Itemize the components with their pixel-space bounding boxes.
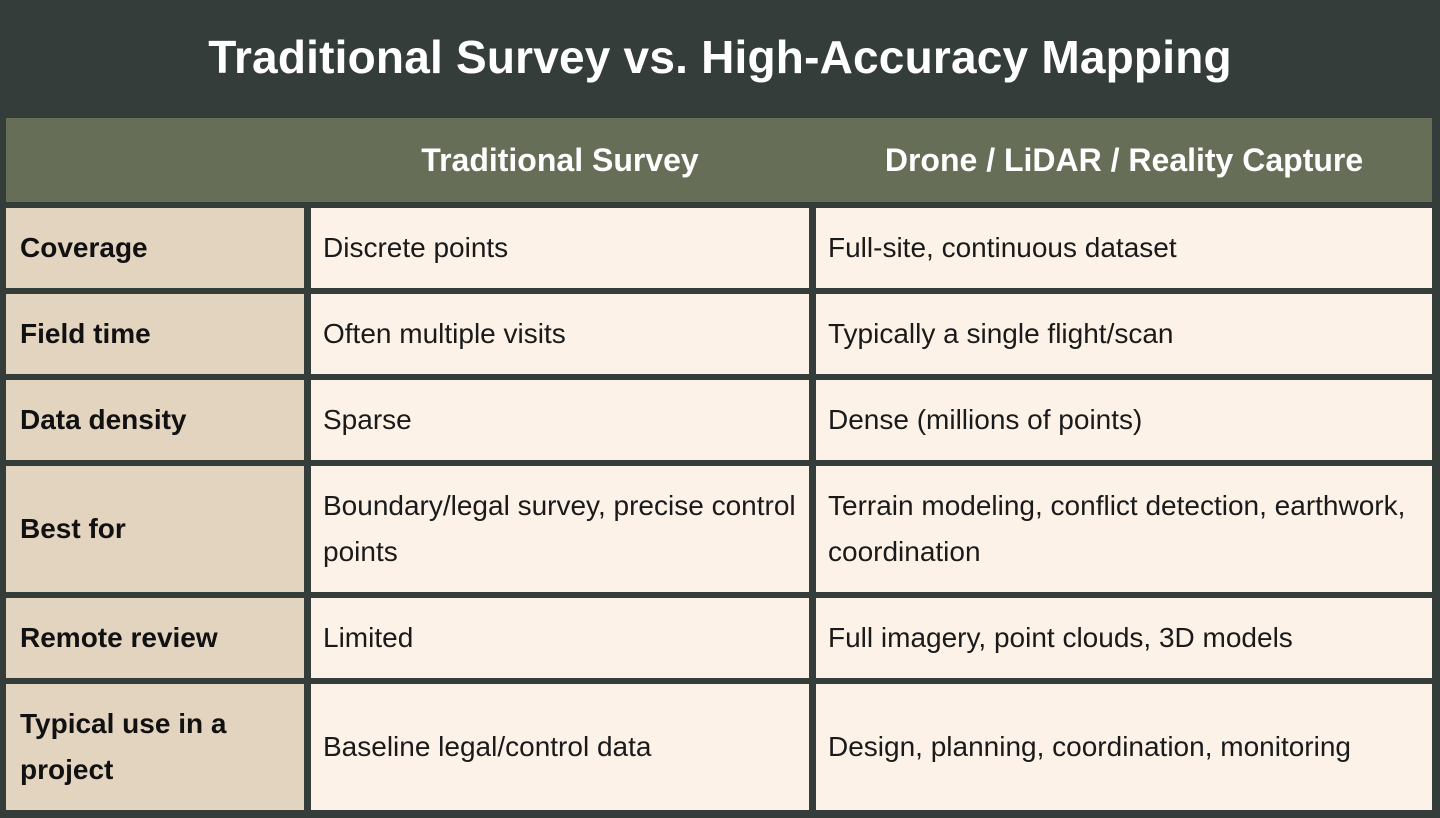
page-title: Traditional Survey vs. High-Accuracy Map… <box>208 31 1232 83</box>
row-label-best-for: Best for <box>6 466 304 592</box>
cell-best-for-traditional: Boundary/legal survey, precise control p… <box>311 466 809 592</box>
comparison-table: Traditional Survey Drone / LiDAR / Reali… <box>6 118 1434 810</box>
row-label-typical-use: Typical use in a project <box>6 684 304 810</box>
cell-data-density-reality-capture: Dense (millions of points) <box>816 380 1432 460</box>
cell-field-time-reality-capture: Typically a single flight/scan <box>816 294 1432 374</box>
header-cell-empty <box>6 118 304 202</box>
header-cell-traditional: Traditional Survey <box>311 118 809 202</box>
cell-remote-review-reality-capture: Full imagery, point clouds, 3D models <box>816 598 1432 678</box>
cell-typical-use-reality-capture: Design, planning, coordination, monitori… <box>816 684 1432 810</box>
row-label-coverage: Coverage <box>6 208 304 288</box>
row-label-data-density: Data density <box>6 380 304 460</box>
row-label-field-time: Field time <box>6 294 304 374</box>
cell-data-density-traditional: Sparse <box>311 380 809 460</box>
cell-typical-use-traditional: Baseline legal/control data <box>311 684 809 810</box>
cell-remote-review-traditional: Limited <box>311 598 809 678</box>
cell-coverage-reality-capture: Full-site, continuous dataset <box>816 208 1432 288</box>
cell-field-time-traditional: Often multiple visits <box>311 294 809 374</box>
table-header-row: Traditional Survey Drone / LiDAR / Reali… <box>6 118 1432 202</box>
header-cell-reality-capture: Drone / LiDAR / Reality Capture <box>816 118 1432 202</box>
cell-coverage-traditional: Discrete points <box>311 208 809 288</box>
title-bar: Traditional Survey vs. High-Accuracy Map… <box>0 0 1440 116</box>
cell-best-for-reality-capture: Terrain modeling, conflict detection, ea… <box>816 466 1432 592</box>
row-label-remote-review: Remote review <box>6 598 304 678</box>
